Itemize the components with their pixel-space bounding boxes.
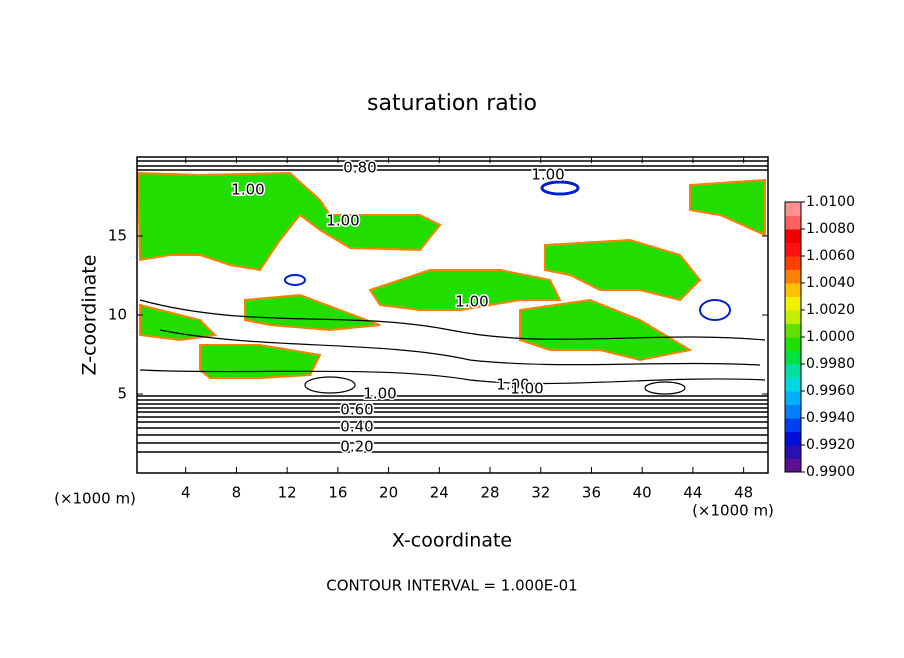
x-tick-label: 8 (232, 484, 242, 502)
y-tick-label: 15 (108, 227, 127, 245)
colorbar-tick-label: 0.9960 (806, 383, 855, 399)
colorbar-swatch (785, 296, 801, 311)
contour-label: 1.00 (496, 376, 529, 394)
x-tick-label: 20 (379, 484, 398, 502)
contour-label: 1.00 (231, 181, 264, 199)
x-axis-label: X-coordinate (392, 530, 512, 552)
y-tick-label: 10 (108, 306, 127, 324)
field (136, 160, 768, 453)
x-tick-label: 40 (633, 484, 652, 502)
contour-label: 0.40 (340, 418, 373, 436)
chart-title: saturation ratio (367, 91, 537, 116)
colorbar-swatch (785, 458, 801, 473)
y-unit: (×1000 m) (54, 490, 136, 508)
x-tick-label: 32 (531, 484, 550, 502)
contour-label: 1.00 (326, 212, 359, 230)
contour-label: 1.00 (510, 380, 543, 398)
colorbar-swatch (785, 242, 801, 257)
x-tick-label: 48 (734, 484, 753, 502)
colorbar-swatch (785, 310, 801, 324)
colorbar-swatch (785, 337, 801, 351)
x-tick-label: 12 (278, 484, 297, 502)
colorbar-tick-label: 1.0040 (806, 275, 855, 291)
x-tick-label: 16 (328, 484, 347, 502)
colorbar-swatch (785, 364, 801, 378)
colorbar-swatch (785, 323, 801, 338)
colorbar-swatch (785, 418, 801, 432)
colorbar-tick-label: 0.9900 (806, 464, 855, 480)
colorbar-tick-label: 1.0100 (806, 194, 855, 210)
colorbar-swatch (785, 269, 801, 284)
colorbar-swatch (785, 283, 801, 297)
colorbar-swatch (785, 445, 801, 459)
colorbar-tick-label: 0.9920 (806, 437, 855, 453)
y-axis-label: Z-coordinate (79, 255, 101, 376)
x-tick-label: 24 (430, 484, 449, 502)
colorbar-swatch (785, 202, 801, 216)
contour-label: 1.00 (531, 166, 564, 184)
contour-label: 1.00 (455, 293, 488, 311)
colorbar-swatch (785, 229, 801, 243)
colorbar-swatch (785, 377, 801, 392)
colorbar-tick-label: 1.0080 (806, 221, 855, 237)
colorbar-swatch (785, 391, 801, 405)
colorbar-swatch (785, 215, 801, 230)
x-tick-label: 28 (480, 484, 499, 502)
contour-label: 0.20 (340, 438, 373, 456)
colorbar-tick-label: 1.0000 (806, 329, 855, 345)
x-tick-label: 44 (683, 484, 702, 502)
colorbar-tick-label: 0.9940 (806, 410, 855, 426)
x-tick-label: 36 (582, 484, 601, 502)
colorbar-tick-label: 0.9980 (806, 356, 855, 372)
contour-label: 1.00 (363, 385, 396, 403)
contour-label: 0.60 (340, 401, 373, 419)
colorbar-swatch (785, 256, 801, 270)
contour-label: 0.80 (343, 159, 376, 177)
footer: CONTOUR INTERVAL = 1.000E-01 (326, 577, 577, 595)
y-tick-label: 5 (117, 385, 127, 403)
colorbar-swatch (785, 404, 801, 419)
colorbar-tick-label: 1.0060 (806, 248, 855, 264)
colorbar-tick-label: 1.0020 (806, 302, 855, 318)
colorbar-swatch (785, 431, 801, 446)
colorbar-swatch (785, 350, 801, 365)
x-unit: (×1000 m) (692, 502, 774, 520)
x-tick-label: 4 (181, 484, 191, 502)
